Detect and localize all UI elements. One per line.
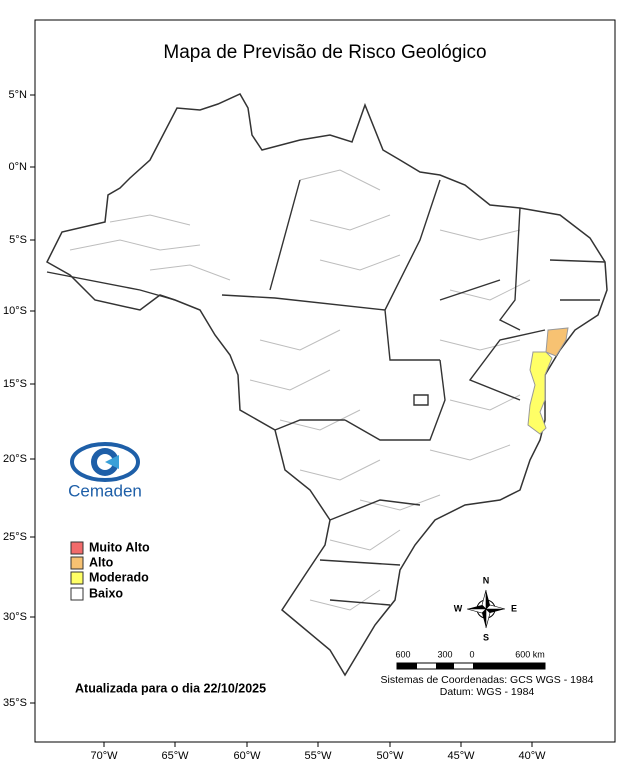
lon-label: 65°W: [161, 750, 189, 762]
crs-note: Sistemas de Coordenadas: GCS WGS - 1984: [380, 674, 593, 686]
map-title: Mapa de Previsão de Risco Geológico: [163, 42, 486, 63]
lat-label: 25°S: [3, 531, 27, 543]
logo: Cemaden: [68, 442, 142, 500]
alert-area-alto: [545, 327, 569, 357]
alert-area-moderado: [527, 351, 553, 435]
lat-label: 5°N: [9, 89, 28, 101]
lat-label: 0°N: [9, 161, 28, 173]
compass-e: E: [511, 603, 517, 613]
legend-label: Muito Alto: [89, 540, 150, 554]
lat-label: 35°S: [3, 697, 27, 709]
municipal-borders: [69, 169, 531, 611]
lon-label: 55°W: [304, 750, 332, 762]
updated-note: Atualizada para o dia 22/10/2025: [75, 681, 266, 695]
lon-label: 50°W: [376, 750, 404, 762]
scale-label: 0: [469, 649, 474, 659]
legend-label: Baixo: [89, 586, 123, 600]
lon-label: 70°W: [90, 750, 118, 762]
compass-w: W: [454, 603, 463, 613]
lat-label: 20°S: [3, 453, 27, 465]
lat-label: 10°S: [3, 305, 27, 317]
lat-label: 30°S: [3, 611, 27, 623]
crs-note: Datum: WGS - 1984: [440, 686, 535, 698]
legend-swatch: [70, 571, 84, 585]
logo-text: Cemaden: [68, 481, 142, 500]
compass-n: N: [483, 575, 490, 585]
compass: N S E W: [454, 575, 517, 642]
legend-label: Alto: [89, 555, 114, 569]
lon-label: 40°W: [518, 750, 546, 762]
scale-label: 600 km: [515, 649, 545, 659]
lon-label: 60°W: [233, 750, 261, 762]
legend-label: Moderado: [89, 570, 149, 584]
legend-swatch: [70, 541, 84, 555]
legend-swatch: [70, 556, 84, 570]
state-borders: [46, 179, 606, 606]
lat-label: 15°S: [3, 378, 27, 390]
legend-swatch: [70, 587, 84, 601]
scale-bar: [396, 662, 546, 670]
scale-label: 300: [437, 649, 452, 659]
scale-label: 600: [395, 649, 410, 659]
lon-label: 45°W: [447, 750, 475, 762]
compass-s: S: [483, 632, 489, 642]
lat-label: 5°S: [9, 234, 27, 246]
